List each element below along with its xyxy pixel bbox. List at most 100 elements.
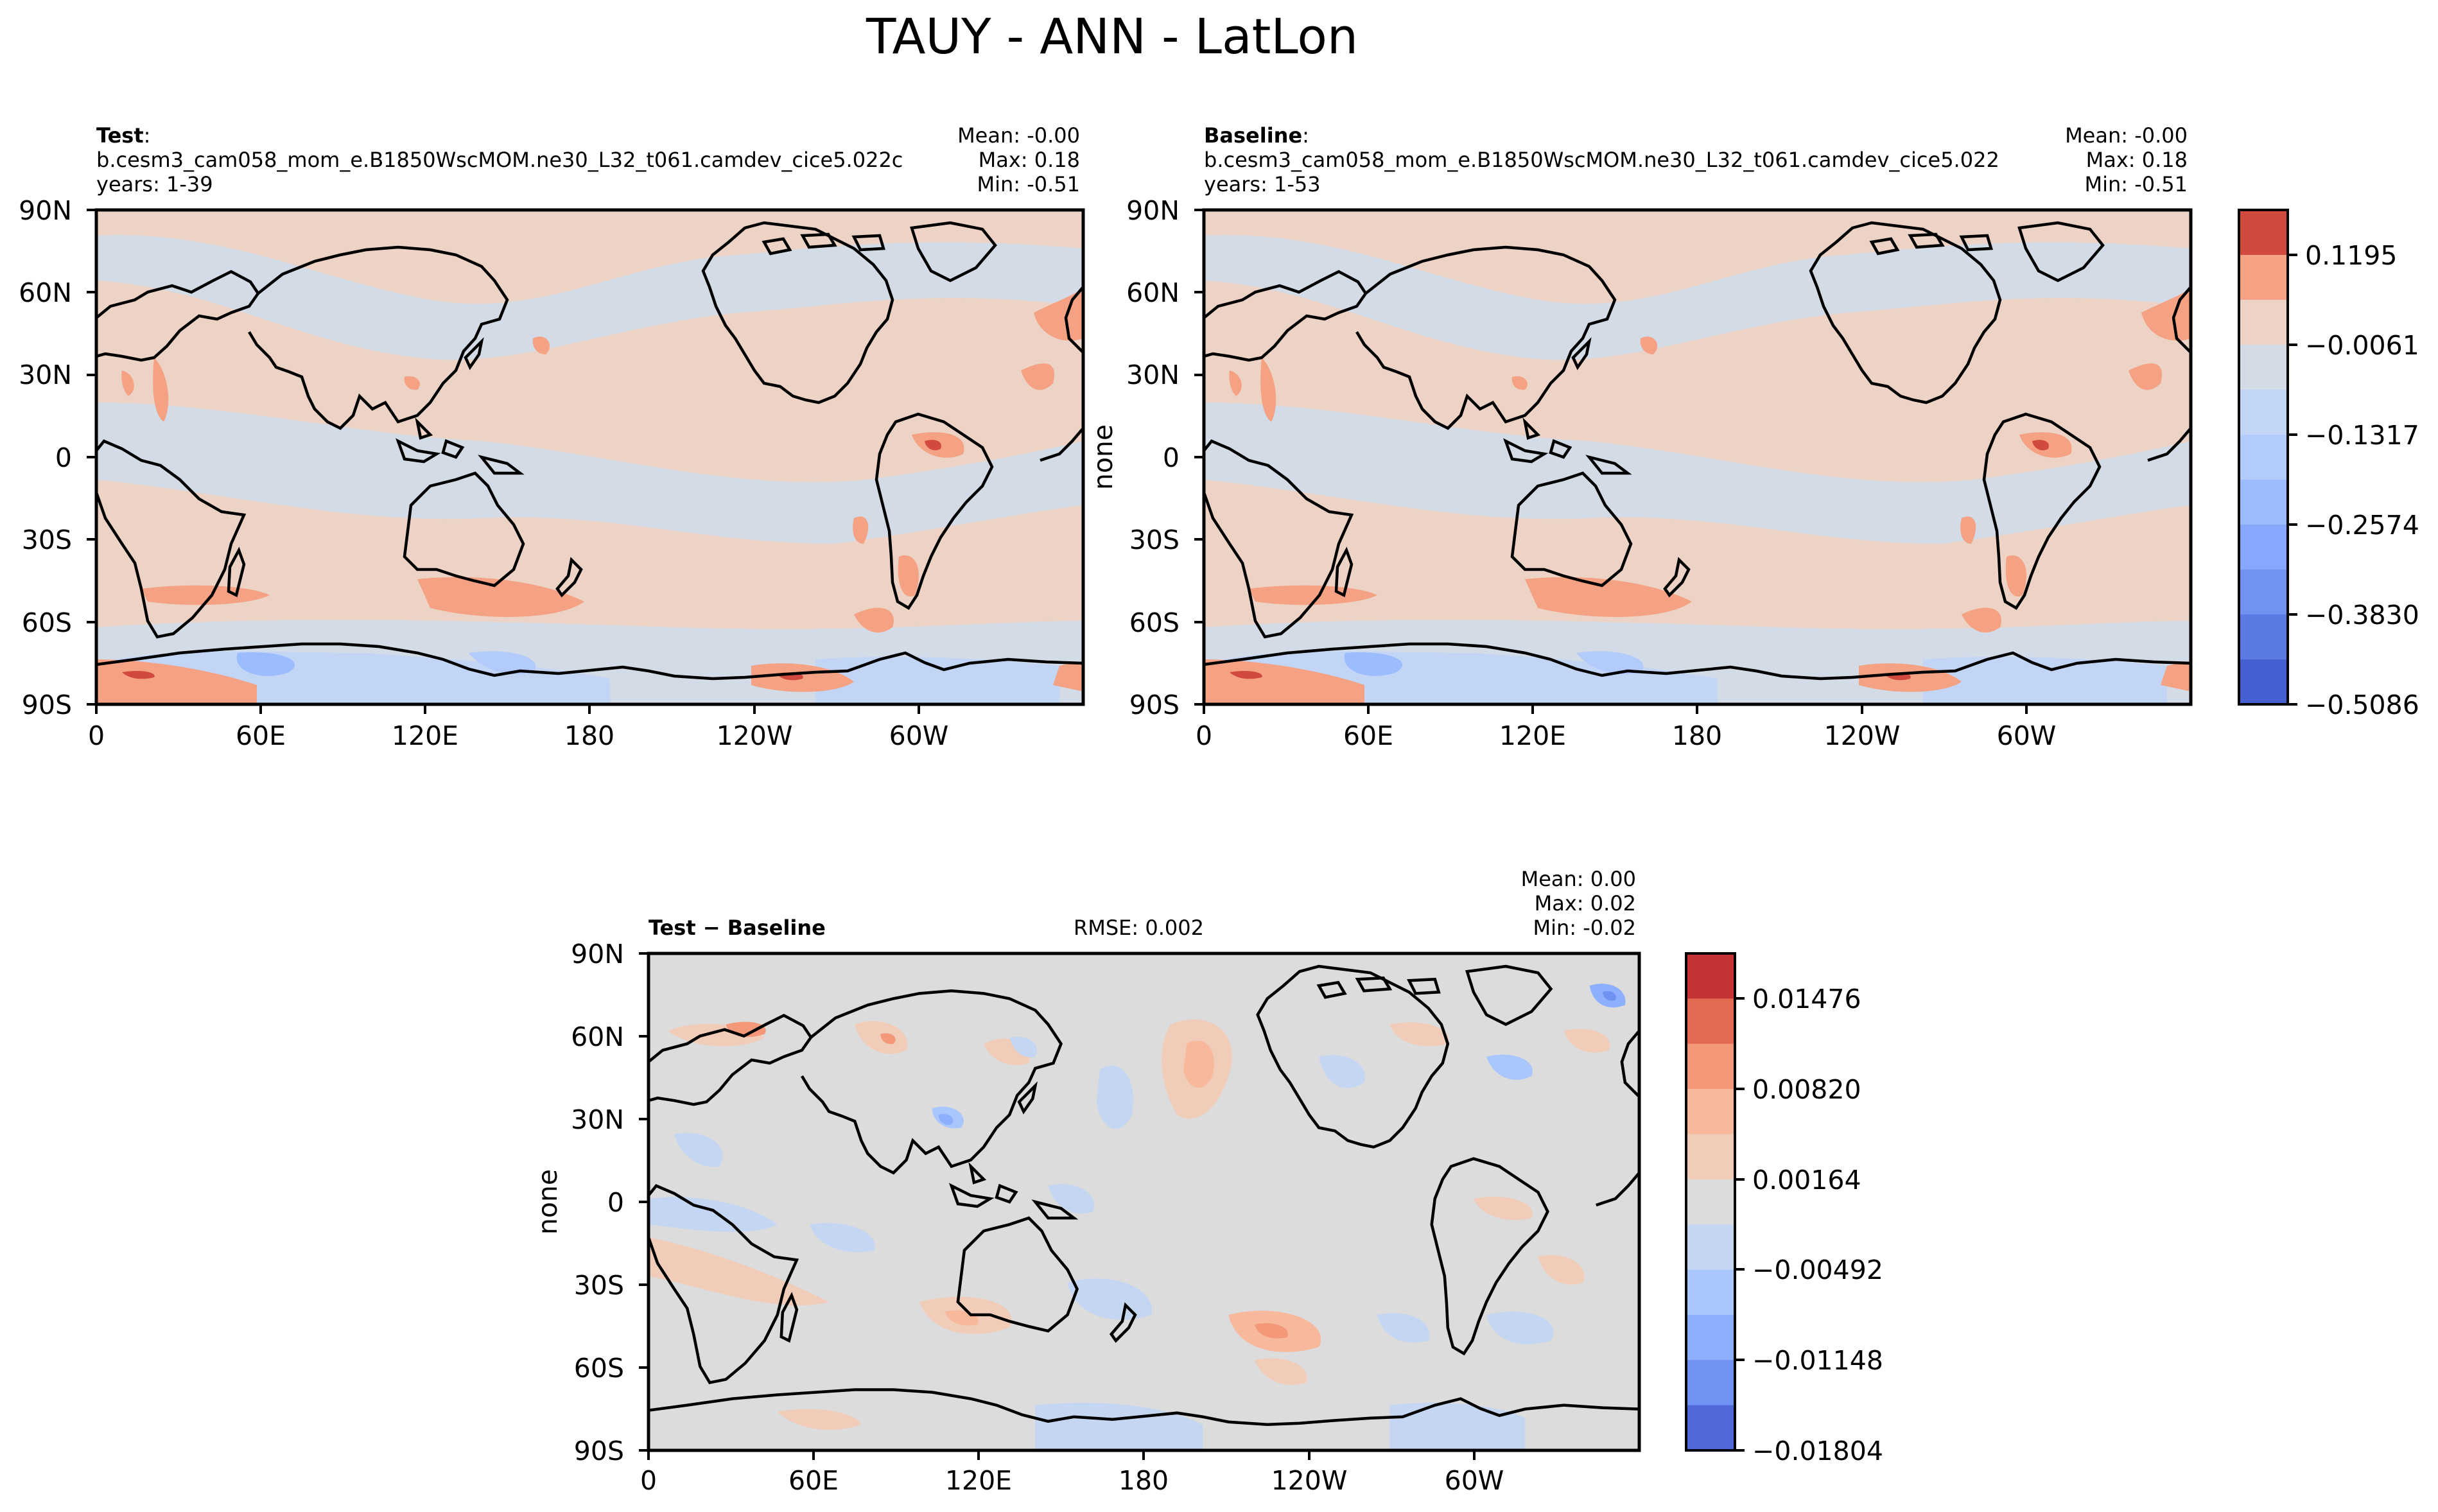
lat-tick-90s: 90S	[22, 690, 72, 720]
lon-tick-120w: 120W	[1271, 1465, 1348, 1496]
test-stat-mean: Mean: -0.00	[957, 123, 1080, 148]
colorbar-swatch	[2239, 659, 2288, 705]
lat-tick-90n: 90N	[571, 939, 624, 969]
test-case-name: b.cesm3_cam058_mom_e.B1850WscMOM.ne30_L3…	[96, 148, 903, 172]
baseline-ylabel: none	[1088, 424, 1119, 490]
colorbar-swatch	[2239, 614, 2288, 660]
baseline-stat-max: Max: 0.18	[2086, 148, 2188, 172]
lon-tick-60e: 60E	[1343, 720, 1393, 751]
main-colorbar-label: −0.0061	[2305, 330, 2419, 361]
colorbar-swatch	[1686, 1360, 1735, 1406]
lat-tick-30n: 30N	[571, 1104, 624, 1135]
colorbar-swatch	[2239, 525, 2288, 570]
lon-tick-180: 180	[1672, 720, 1722, 751]
diff-title: Test − Baseline	[649, 916, 826, 940]
colorbar-swatch	[1686, 1179, 1735, 1225]
colorbar-swatch	[2239, 345, 2288, 390]
colorbar-swatch	[1686, 953, 1735, 999]
diff-panel: Test − Baseline RMSE: 0.002 Mean: 0.00 M…	[532, 867, 1641, 1496]
baseline-title: Baseline:	[1204, 123, 1309, 148]
lat-tick-0: 0	[55, 442, 72, 473]
baseline-map-field	[1204, 210, 2191, 704]
baseline-case-name: b.cesm3_cam058_mom_e.B1850WscMOM.ne30_L3…	[1204, 148, 1999, 172]
baseline-lon-ticks: 0 60E 120E 180 120W 60W	[1196, 720, 2056, 751]
main-colorbar-frame	[2238, 209, 2289, 706]
diff-ylabel: none	[532, 1169, 563, 1235]
test-years: years: 1-39	[96, 172, 213, 196]
lon-tick-0: 0	[88, 720, 105, 751]
lon-tick-60e: 60E	[236, 720, 286, 751]
lat-tick-0: 0	[1163, 442, 1180, 473]
colorbar-swatch	[2239, 390, 2288, 435]
lon-tick-120w: 120W	[717, 720, 793, 751]
lon-tick-120e: 120E	[392, 720, 458, 751]
lat-tick-30n: 30N	[1126, 360, 1180, 390]
baseline-years: years: 1-53	[1204, 172, 1321, 196]
lon-tick-60w: 60W	[889, 720, 949, 751]
colorbar-swatch	[2239, 480, 2288, 525]
lat-tick-90n: 90N	[19, 195, 72, 226]
diff-colorbar-swatches	[1686, 953, 1735, 1451]
lat-tick-60s: 60S	[1129, 607, 1180, 638]
main-colorbar-label: −0.2574	[2305, 510, 2419, 541]
colorbar-swatch	[1686, 1269, 1735, 1316]
test-title: Test:	[96, 123, 150, 148]
test-lat-ticks: 90N 60N 30N 0 30S 60S 90S	[19, 195, 72, 720]
diff-stat-mean: Mean: 0.00	[1521, 867, 1636, 891]
lat-tick-0: 0	[607, 1187, 624, 1218]
lat-tick-60n: 60N	[571, 1021, 624, 1052]
lat-tick-30s: 30S	[22, 525, 72, 555]
lat-tick-90s: 90S	[1129, 690, 1180, 720]
main-colorbar-label: −0.1317	[2305, 420, 2419, 451]
lat-tick-30n: 30N	[19, 360, 72, 390]
lat-tick-30s: 30S	[574, 1270, 624, 1301]
lat-tick-60n: 60N	[19, 277, 72, 308]
baseline-stat-min: Min: -0.51	[2084, 172, 2188, 196]
lon-tick-60e: 60E	[788, 1465, 839, 1496]
lon-tick-0: 0	[640, 1465, 657, 1496]
diff-colorbar-label: 0.00820	[1752, 1074, 1861, 1105]
colorbar-swatch	[2239, 255, 2288, 300]
colorbar-swatch	[1686, 998, 1735, 1045]
baseline-stat-mean: Mean: -0.00	[2065, 123, 2188, 148]
colorbar-swatch	[1686, 1089, 1735, 1135]
test-panel: Test: b.cesm3_cam058_mom_e.B1850WscMOM.n…	[19, 123, 1085, 751]
diff-colorbar-label: −0.00492	[1752, 1255, 1883, 1285]
diff-lon-ticks: 0 60E 120E 180 120W 60W	[640, 1465, 1504, 1496]
lat-tick-30s: 30S	[1129, 525, 1180, 555]
baseline-lat-ticks: 90N 60N 30N 0 30S 60S 90S	[1126, 195, 1180, 720]
test-map-field	[96, 210, 1083, 704]
diff-lat-ticks: 90N 60N 30N 0 30S 60S 90S	[571, 939, 624, 1466]
lat-tick-60s: 60S	[574, 1353, 624, 1384]
main-colorbar-label: −0.5086	[2305, 690, 2419, 720]
colorbar-swatch	[1686, 1224, 1735, 1271]
lon-tick-60w: 60W	[1997, 720, 2057, 751]
lon-tick-180: 180	[1119, 1465, 1169, 1496]
lon-tick-120e: 120E	[945, 1465, 1012, 1496]
colorbar-swatch	[1686, 1043, 1735, 1090]
diff-colorbar-label: −0.01148	[1752, 1345, 1883, 1376]
main-colorbar: 0.1195 −0.0061 −0.1317 −0.2574 −0.3830 −…	[2238, 209, 2419, 720]
baseline-panel: Baseline: b.cesm3_cam058_mom_e.B1850WscM…	[1088, 123, 2193, 751]
figure-title: TAUY - ANN - LatLon	[866, 8, 1358, 65]
lon-tick-120w: 120W	[1824, 720, 1901, 751]
diff-colorbar: 0.01476 0.00820 0.00164 −0.00492 −0.0114…	[1685, 952, 1883, 1466]
diff-stat-max: Max: 0.02	[1535, 891, 1636, 916]
colorbar-swatch	[2239, 300, 2288, 345]
lat-tick-90n: 90N	[1126, 195, 1180, 226]
lon-tick-0: 0	[1196, 720, 1212, 751]
lat-tick-60s: 60S	[22, 607, 72, 638]
lat-tick-60n: 60N	[1126, 277, 1180, 308]
diff-colorbar-label: 0.01476	[1752, 984, 1861, 1014]
diff-map-field	[649, 953, 1639, 1450]
main-colorbar-swatches	[2239, 210, 2288, 705]
diff-colorbar-label: 0.00164	[1752, 1165, 1861, 1195]
lat-tick-90s: 90S	[574, 1436, 624, 1466]
colorbar-swatch	[1686, 1314, 1735, 1360]
diff-stat-min: Min: -0.02	[1533, 916, 1636, 940]
main-colorbar-label: −0.3830	[2305, 600, 2419, 630]
lon-tick-180: 180	[564, 720, 614, 751]
colorbar-swatch	[2239, 569, 2288, 615]
diff-rmse: RMSE: 0.002	[1074, 916, 1204, 940]
